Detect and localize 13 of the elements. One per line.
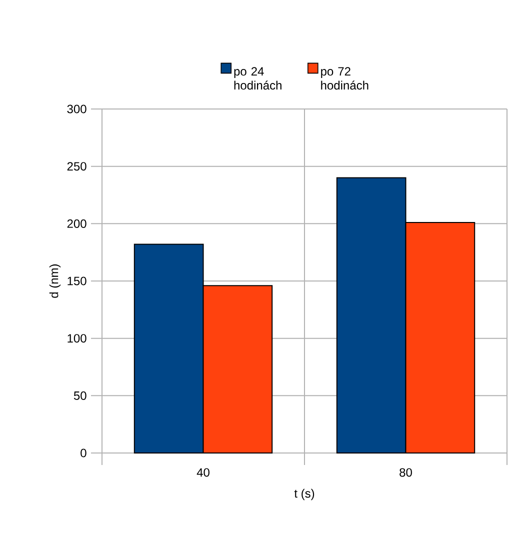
y-axis-title: d (nm) — [49, 264, 61, 298]
y-tick-label: 100 — [68, 334, 86, 343]
x-tick-label: 80 — [400, 468, 412, 477]
x-tick-label: 40 — [196, 468, 210, 477]
legend-label: po 72 hodinách — [321, 67, 368, 90]
y-tick-label: 50 — [74, 391, 86, 400]
x-axis-title: t (s) — [294, 488, 314, 500]
y-tick-label: 300 — [67, 104, 86, 114]
y-tick-label: 0 — [80, 448, 86, 458]
y-tick-label: 200 — [67, 219, 86, 228]
legend-label: po 24 hodinách — [234, 67, 282, 90]
y-tick-label: 150 — [68, 276, 86, 286]
y-tick-label: 250 — [67, 162, 86, 171]
